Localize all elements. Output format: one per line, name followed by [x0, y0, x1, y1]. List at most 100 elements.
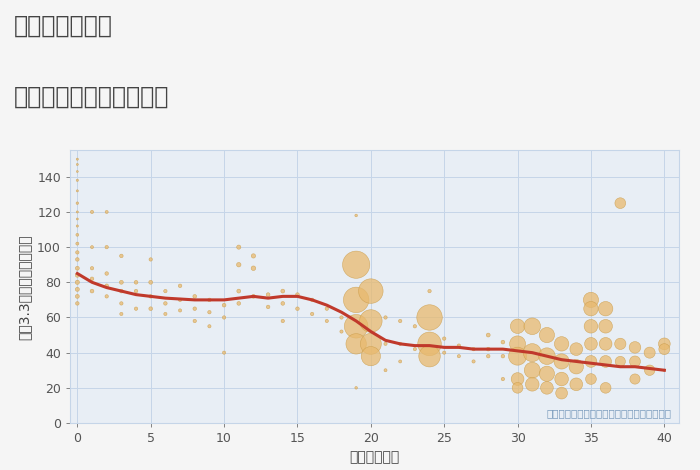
Point [130, 279, 141, 286]
Point [570, 363, 582, 370]
X-axis label: 築年数（年）: 築年数（年） [349, 451, 400, 464]
Text: 築年数別中古戸建て価格: 築年数別中古戸建て価格 [14, 85, 169, 109]
Point [71, 215, 83, 223]
Point [71, 187, 83, 195]
Point [189, 293, 200, 300]
Point [600, 384, 611, 392]
Point [570, 381, 582, 388]
Point [585, 296, 596, 304]
Point [351, 384, 362, 392]
Text: 円の大きさは、取引のあった物件面積を示す: 円の大きさは、取引のあった物件面積を示す [547, 407, 672, 418]
Point [145, 305, 156, 313]
Point [615, 358, 626, 365]
Point [410, 322, 421, 330]
Point [600, 305, 611, 313]
Point [410, 345, 421, 353]
Point [101, 243, 112, 251]
Point [380, 367, 391, 374]
Point [512, 384, 523, 392]
Point [307, 310, 318, 318]
Point [292, 305, 303, 313]
Point [351, 340, 362, 348]
Point [174, 296, 186, 304]
Point [86, 265, 97, 272]
Point [101, 293, 112, 300]
Point [174, 282, 186, 290]
Point [512, 340, 523, 348]
Point [86, 287, 97, 295]
Point [570, 345, 582, 353]
Point [292, 291, 303, 298]
Point [321, 305, 332, 313]
Point [336, 328, 347, 335]
Point [629, 375, 641, 383]
Point [468, 345, 480, 353]
Point [585, 358, 596, 365]
Text: 大阪府伝法駅の: 大阪府伝法駅の [14, 14, 113, 38]
Point [233, 261, 244, 268]
Point [145, 279, 156, 286]
Point [526, 322, 538, 330]
Point [556, 375, 567, 383]
Point [71, 231, 83, 239]
Point [71, 265, 83, 272]
Point [71, 199, 83, 207]
Point [497, 352, 508, 360]
Point [615, 340, 626, 348]
Point [307, 296, 318, 304]
Point [512, 375, 523, 383]
Point [365, 287, 377, 295]
Point [71, 279, 83, 286]
Point [71, 161, 83, 168]
Point [321, 317, 332, 325]
Point [277, 300, 288, 307]
Point [424, 287, 435, 295]
Point [482, 331, 493, 339]
Point [439, 349, 450, 356]
Point [189, 305, 200, 313]
Point [86, 243, 97, 251]
Point [659, 367, 670, 374]
Point [248, 265, 259, 272]
Point [365, 317, 377, 325]
Point [556, 340, 567, 348]
Point [600, 358, 611, 365]
Point [644, 367, 655, 374]
Point [365, 340, 377, 348]
Point [629, 358, 641, 365]
Point [262, 291, 274, 298]
Point [71, 240, 83, 247]
Point [218, 301, 230, 309]
Point [71, 300, 83, 307]
Point [424, 352, 435, 360]
Point [71, 249, 83, 256]
Point [204, 308, 215, 316]
Point [130, 287, 141, 295]
Point [468, 358, 480, 365]
Point [541, 331, 552, 339]
Point [116, 300, 127, 307]
Point [71, 256, 83, 263]
Point [189, 317, 200, 325]
Point [541, 384, 552, 392]
Point [659, 340, 670, 348]
Point [71, 222, 83, 230]
Point [482, 352, 493, 360]
Point [71, 272, 83, 279]
Point [541, 370, 552, 377]
Point [497, 375, 508, 383]
Point [600, 340, 611, 348]
Point [454, 352, 465, 360]
Point [615, 199, 626, 207]
Point [556, 389, 567, 397]
Point [380, 313, 391, 321]
Point [424, 313, 435, 321]
Point [86, 208, 97, 216]
Point [482, 345, 493, 353]
Point [71, 177, 83, 184]
Point [248, 293, 259, 300]
Point [86, 275, 97, 282]
Point [130, 305, 141, 313]
Point [395, 358, 406, 365]
Y-axis label: 坪（3.3㎡）単価（万円）: 坪（3.3㎡）単価（万円） [18, 234, 32, 339]
